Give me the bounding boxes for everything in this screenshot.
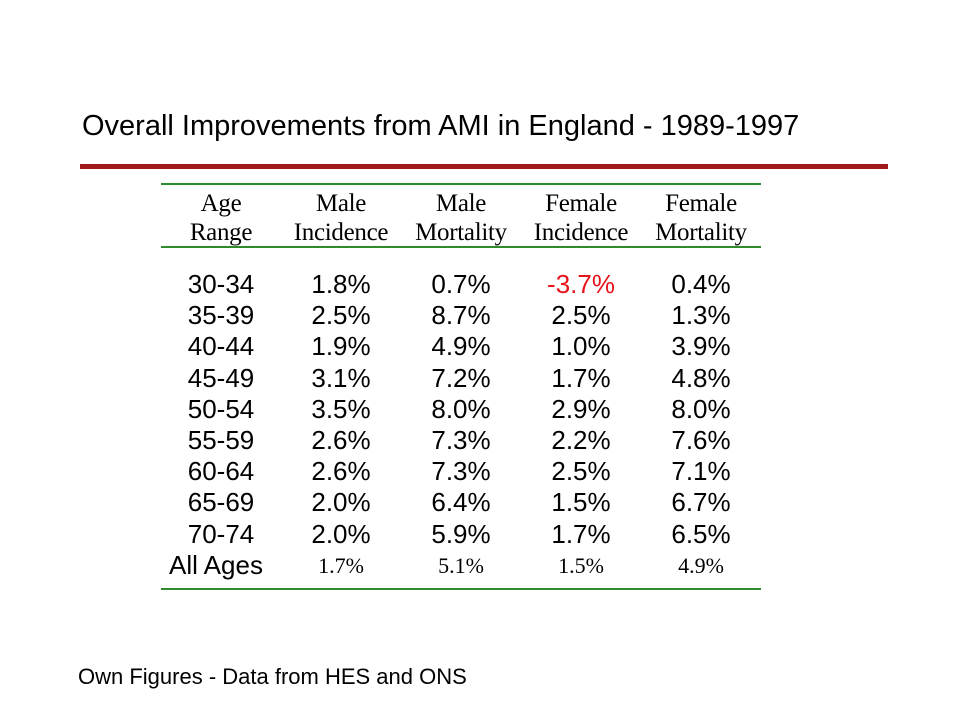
table-cell: 2.9% xyxy=(551,393,611,424)
table-cell: 4.9% xyxy=(431,331,491,362)
table-row: 50-54 3.5% 8.0% 2.9% 8.0% xyxy=(161,394,761,425)
table-cell: 1.5% xyxy=(558,552,604,578)
table-cell: 1.9% xyxy=(311,331,371,362)
header-line: Female xyxy=(665,190,737,217)
title-underline xyxy=(80,164,888,169)
header-line: Incidence xyxy=(293,219,389,246)
table-cell: 2.0% xyxy=(311,487,371,518)
header-line: Male xyxy=(315,190,367,217)
table-row: 70-74 2.0% 5.9% 1.7% 6.5% xyxy=(161,519,761,550)
table-cell: 2.0% xyxy=(311,518,371,549)
table-cell: 5.9% xyxy=(431,518,491,549)
table-cell: 55-59 xyxy=(187,424,255,455)
table-cell: 4.9% xyxy=(678,552,724,578)
table-cell: 30-34 xyxy=(187,269,255,299)
table-cell: 7.3% xyxy=(431,456,491,487)
table-cell: 3.9% xyxy=(671,331,731,362)
table-cell: 7.2% xyxy=(431,362,491,393)
table-header-rule xyxy=(161,246,761,248)
table-bottom-rule xyxy=(161,587,761,590)
table-row: 60-64 2.6% 7.3% 2.5% 7.1% xyxy=(161,456,761,487)
header-line: Incidence xyxy=(533,219,629,246)
table-cell: 8.0% xyxy=(431,393,491,424)
table-row: 35-39 2.5% 8.7% 2.5% 1.3% xyxy=(161,300,761,331)
header-line: Range xyxy=(189,219,253,246)
table-cell: 3.1% xyxy=(311,362,371,393)
table-cell: 35-39 xyxy=(187,300,255,331)
table-cell: 6.4% xyxy=(431,487,491,518)
table-cell: 7.1% xyxy=(671,456,731,487)
header-line: Female xyxy=(545,190,617,217)
table-cell: 1.7% xyxy=(318,552,364,578)
table-cell: 65-69 xyxy=(187,487,255,518)
table-cell: 2.6% xyxy=(311,424,371,455)
table-cell: 8.7% xyxy=(431,300,491,331)
table-cell: 1.8% xyxy=(311,269,371,299)
header-line: Mortality xyxy=(655,219,747,246)
table-cell: 4.8% xyxy=(671,362,731,393)
table-header-row: Age Range Male Incidence Male Mortality … xyxy=(161,185,761,246)
table-cell: 1.3% xyxy=(671,300,731,331)
table-cell: 60-64 xyxy=(187,456,255,487)
table-cell: 2.5% xyxy=(311,300,371,331)
table-cell: 1.5% xyxy=(551,487,611,518)
header-male-mortality: Male Mortality xyxy=(401,185,521,246)
table-cell: 1.7% xyxy=(551,518,611,549)
header-line: Mortality xyxy=(415,219,507,246)
table-cell: 3.5% xyxy=(311,393,371,424)
table-cell: 0.4% xyxy=(671,269,731,299)
table-row-totals: All Ages 1.7% 5.1% 1.5% 4.9% xyxy=(161,550,761,580)
table-cell: 1.0% xyxy=(551,331,611,362)
table-row: 55-59 2.6% 7.3% 2.2% 7.6% xyxy=(161,425,761,456)
table-cell: 40-44 xyxy=(187,331,255,362)
table-row: 40-44 1.9% 4.9% 1.0% 3.9% xyxy=(161,331,761,362)
table-cell: 70-74 xyxy=(187,518,255,549)
table-row: 65-69 2.0% 6.4% 1.5% 6.7% xyxy=(161,487,761,518)
table-cell: 7.6% xyxy=(671,424,731,455)
table-body: 30-34 1.8% 0.7% -3.7% 0.4% 35-39 2.5% 8.7% 2.5% 1… xyxy=(161,269,761,550)
table-cell: 2.5% xyxy=(551,456,611,487)
table-cell: 6.7% xyxy=(671,487,731,518)
improvements-table: Age Range Male Incidence Male Mortality … xyxy=(161,183,761,590)
table-cell: -3.7% xyxy=(547,269,615,299)
table-row: 30-34 1.8% 0.7% -3.7% 0.4% xyxy=(161,269,761,300)
slide-title: Overall Improvements from AMI in England… xyxy=(82,110,800,142)
table-top-rule xyxy=(161,183,761,185)
table-cell: 2.5% xyxy=(551,300,611,331)
table-cell: 8.0% xyxy=(671,393,731,424)
table-cell: 45-49 xyxy=(187,362,255,393)
header-line: Male xyxy=(435,190,487,217)
table-cell: 2.6% xyxy=(311,456,371,487)
table-row: 45-49 3.1% 7.2% 1.7% 4.8% xyxy=(161,363,761,394)
header-male-incidence: Male Incidence xyxy=(281,185,401,246)
table-cell: 6.5% xyxy=(671,518,731,549)
table-cell: 1.7% xyxy=(551,362,611,393)
header-female-mortality: Female Mortality xyxy=(641,185,761,246)
table-cell: 2.2% xyxy=(551,424,611,455)
source-note: Own Figures - Data from HES and ONS xyxy=(78,664,467,689)
table-cell: 7.3% xyxy=(431,424,491,455)
header-female-incidence: Female Incidence xyxy=(521,185,641,246)
table-cell: All Ages xyxy=(169,549,263,580)
header-age-range: Age Range xyxy=(161,185,281,246)
table-cell: 50-54 xyxy=(187,393,255,424)
table-cell: 0.7% xyxy=(431,269,491,299)
header-line: Age xyxy=(200,190,242,217)
table-cell: 5.1% xyxy=(438,552,484,578)
